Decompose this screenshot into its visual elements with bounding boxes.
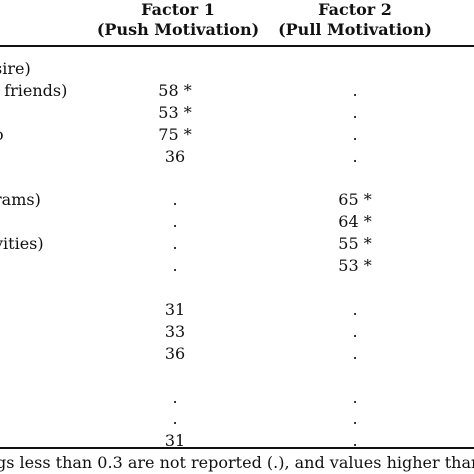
factor2-loading: 53 * [338,256,372,276]
factor1-loading: . [172,212,178,232]
table-row: . 64 * [0,211,474,233]
table-row: l friends) 58 *. [0,80,474,102]
table-row [0,168,474,190]
table-row: sire) [0,58,474,80]
factor2-loading: . [352,343,358,363]
factor2-subtitle: (Pull Motivation) [278,20,432,39]
table-row: vities). 55 * [0,233,474,255]
table-row: 31. [0,430,474,452]
factor1-loading: . [172,234,178,254]
table-row: 31. [0,299,474,321]
row-label: vities) [0,234,44,254]
factor2-loading: . [352,102,358,122]
factor1-loading: . [172,256,178,276]
table-row: o 75 *. [0,124,474,146]
row-label: o [0,124,4,146]
factor1-title: Factor 1 [141,0,215,19]
factor2-loading: . [352,409,358,429]
row-label: rams) [0,190,41,210]
factor1-loading: 58 * [158,80,192,100]
factor1-loading: . [172,387,178,407]
factor2-loading: . [352,431,358,451]
factor1-loading: 31 [164,299,186,319]
table-row: rams). 65 * [0,189,474,211]
factor1-loading: . [172,409,178,429]
table-row [0,277,474,299]
table-row: .. [0,387,474,409]
factor2-loading: . [352,387,358,407]
factor2-loading: . [352,299,358,319]
factor2-loading: 65 * [338,190,372,210]
header-divider [0,45,474,47]
table-row: 36. [0,146,474,168]
factor2-loading: 55 * [338,234,372,254]
factor2-header: Factor 2 (Pull Motivation) [260,0,450,40]
factor1-loading: 53 * [158,102,192,122]
factor2-loading: . [352,124,358,144]
factor2-loading: . [352,321,358,341]
row-label: l friends) [0,80,68,100]
factor2-title: Factor 2 [318,0,392,19]
table-row: ).53 * [0,255,474,277]
table-bottom-rule [0,447,474,449]
table-footnote: gs less than 0.3 are not reported (.), a… [0,453,474,472]
factor2-loading: 64 * [338,212,372,232]
factor1-loading: 33 [164,321,186,341]
factor2-loading: . [352,80,358,100]
factor1-subtitle: (Push Motivation) [96,20,260,39]
table-row [0,365,474,387]
table-row: .. [0,408,474,430]
factor1-loading: 75 * [158,124,192,144]
factor1-loading: 31 [164,431,186,451]
table-row: 36. [0,343,474,365]
factor1-loading: 36 [164,146,186,166]
factor1-loading: 36 [164,343,186,363]
row-label: sire) [0,59,31,78]
table-row: 33. [0,321,474,343]
factor2-loading: . [352,146,358,166]
factor1-loading: . [172,190,178,210]
factor1-header: Factor 1 (Push Motivation) [88,0,268,40]
table-row: 53 *. [0,102,474,124]
